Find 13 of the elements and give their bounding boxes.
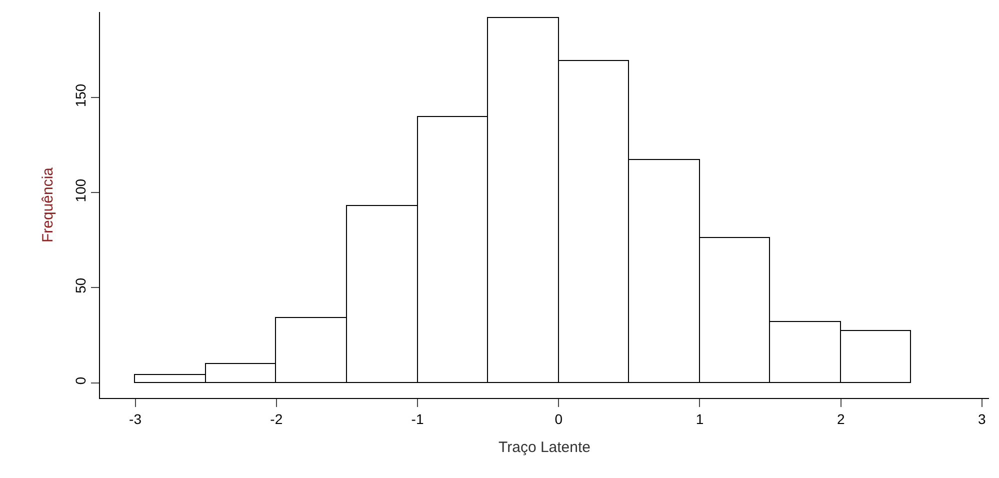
x-tick-label: 3 xyxy=(978,410,986,427)
y-axis-title: Frequência xyxy=(40,166,57,243)
x-axis-title: Traço Latente xyxy=(498,438,590,456)
x-tick-label: 0 xyxy=(554,410,563,427)
x-tick-label: -1 xyxy=(411,410,424,427)
y-tick-label: 50 xyxy=(72,278,88,294)
y-tick-label: 150 xyxy=(72,84,88,108)
x-tick-label: 2 xyxy=(836,410,845,427)
y-tick-label: 100 xyxy=(72,178,88,202)
x-tick-label: 1 xyxy=(696,410,704,427)
y-tick-label: 0 xyxy=(72,376,88,385)
x-tick-label: -2 xyxy=(270,410,283,427)
x-tick-label: -3 xyxy=(129,410,142,427)
